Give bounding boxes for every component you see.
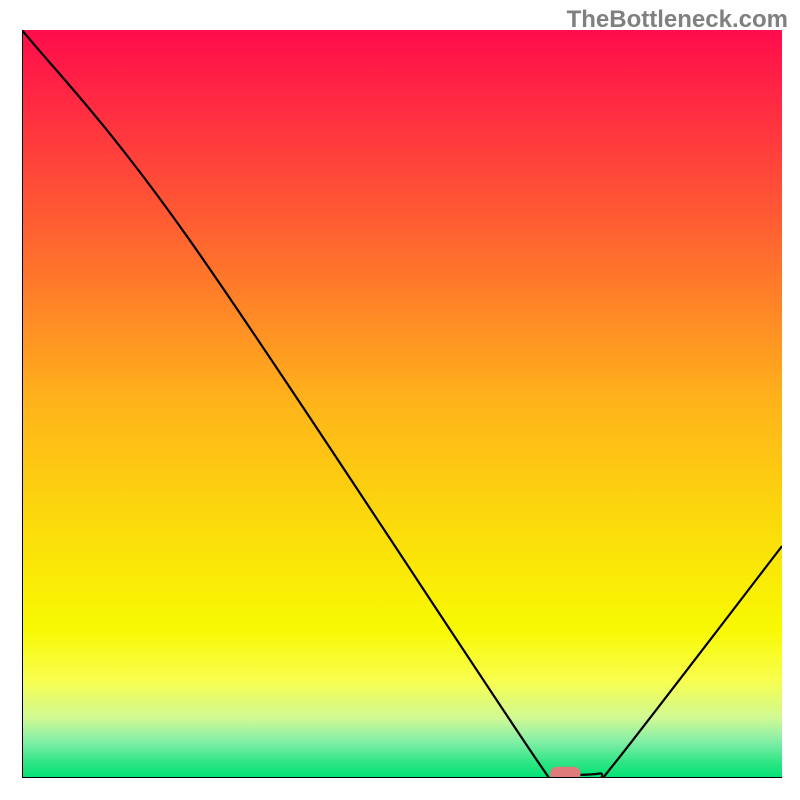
plot-area	[22, 30, 782, 778]
optimal-marker	[550, 767, 580, 778]
watermark-text: TheBottleneck.com	[567, 6, 788, 34]
bottleneck-chart	[22, 30, 782, 778]
chart-container: TheBottleneck.com	[0, 0, 800, 800]
gradient-background	[22, 30, 782, 778]
